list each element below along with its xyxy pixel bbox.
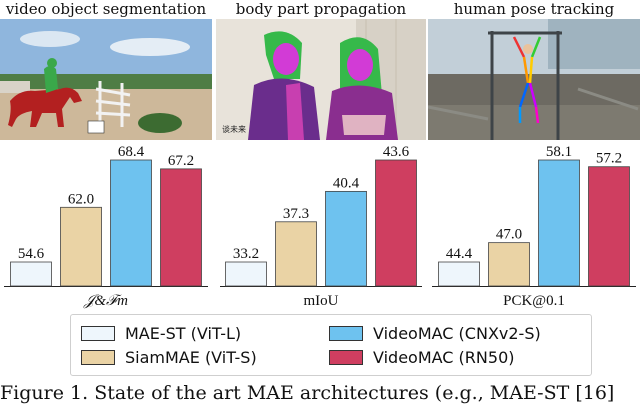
bar-siammae-chart2 bbox=[275, 221, 317, 287]
value-label-videomac-rn50-chart1: 67.2 bbox=[168, 153, 194, 169]
bar-mae-st-chart1 bbox=[10, 261, 52, 287]
bar-videomac-rn50-chart1 bbox=[160, 168, 202, 287]
value-label-siammae-chart3: 47.0 bbox=[496, 227, 522, 243]
bar-videomac-cnxv2-chart2 bbox=[325, 190, 367, 287]
value-label-videomac-cnxv2-chart3: 58.1 bbox=[546, 144, 572, 160]
panel-title-vos: video object segmentation bbox=[5, 0, 207, 18]
legend: MAE-ST (ViT-L) SiamMAE (ViT-S) VideoMAC … bbox=[70, 314, 592, 376]
bar-videomac-cnxv2-chart1 bbox=[110, 159, 152, 287]
legend-label-videomac-cnxv2: VideoMAC (CNXv2-S) bbox=[373, 324, 541, 343]
figure-caption: Figure 1. State of the art MAE architect… bbox=[0, 382, 615, 404]
value-label-videomac-rn50-chart2: 43.6 bbox=[383, 144, 410, 160]
photo-body-part-propagation: 谈未来 bbox=[216, 19, 426, 140]
bar-mae-st-chart3 bbox=[438, 261, 480, 287]
bar-siammae-chart1 bbox=[60, 206, 102, 287]
bar-mae-st-chart2 bbox=[225, 261, 267, 287]
value-label-siammae-chart2: 37.3 bbox=[283, 206, 309, 222]
value-label-mae-st-chart3: 44.4 bbox=[446, 246, 473, 262]
photo-human-pose-tracking bbox=[428, 19, 640, 140]
legend-label-mae-st: MAE-ST (ViT-L) bbox=[125, 324, 242, 343]
legend-swatch-siammae bbox=[81, 350, 115, 365]
panel-title-pose: human pose tracking bbox=[453, 0, 615, 18]
bar-videomac-rn50-chart2 bbox=[375, 159, 417, 287]
value-label-siammae-chart1: 62.0 bbox=[68, 191, 94, 207]
x-axis-label-2: mIoU bbox=[304, 293, 339, 309]
bar-videomac-cnxv2-chart3 bbox=[538, 159, 580, 287]
bar-videomac-rn50-chart3 bbox=[588, 166, 630, 287]
value-label-videomac-cnxv2-chart1: 68.4 bbox=[118, 144, 145, 160]
x-axis-label-3: PCK@0.1 bbox=[503, 293, 565, 309]
x-axis-label-1: 𝒥&ℱm bbox=[83, 293, 128, 309]
legend-swatch-videomac-cnxv2 bbox=[329, 326, 363, 341]
legend-swatch-videomac-rn50 bbox=[329, 350, 363, 365]
photo-video-object-segmentation bbox=[0, 19, 212, 140]
value-label-mae-st-chart2: 33.2 bbox=[233, 246, 259, 262]
value-label-videomac-cnxv2-chart2: 40.4 bbox=[333, 175, 360, 191]
value-label-videomac-rn50-chart3: 57.2 bbox=[596, 151, 622, 167]
panel-title-body-part: body part propagation bbox=[235, 0, 407, 18]
legend-label-siammae: SiamMAE (ViT-S) bbox=[125, 348, 257, 367]
legend-swatch-mae-st bbox=[81, 326, 115, 341]
bar-charts: 54.6 62.0 68.4 67.2 𝒥&ℱm 33.2 37.3 40.4 43.6 mIoU… bbox=[4, 144, 636, 309]
bar-siammae-chart3 bbox=[488, 242, 530, 287]
value-label-mae-st-chart1: 54.6 bbox=[18, 246, 45, 262]
legend-label-videomac-rn50: VideoMAC (RN50) bbox=[373, 348, 515, 367]
video-subtitle: 谈未来 bbox=[222, 124, 246, 134]
